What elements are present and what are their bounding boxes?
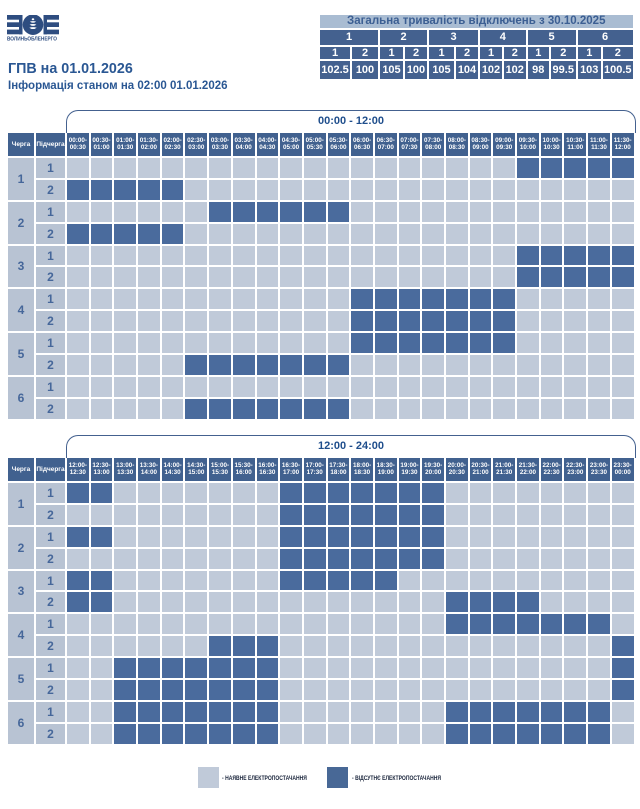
svg-text:ВОЛИНЬОБЛЕНЕРГО: ВОЛИНЬОБЛЕНЕРГО	[7, 37, 57, 43]
